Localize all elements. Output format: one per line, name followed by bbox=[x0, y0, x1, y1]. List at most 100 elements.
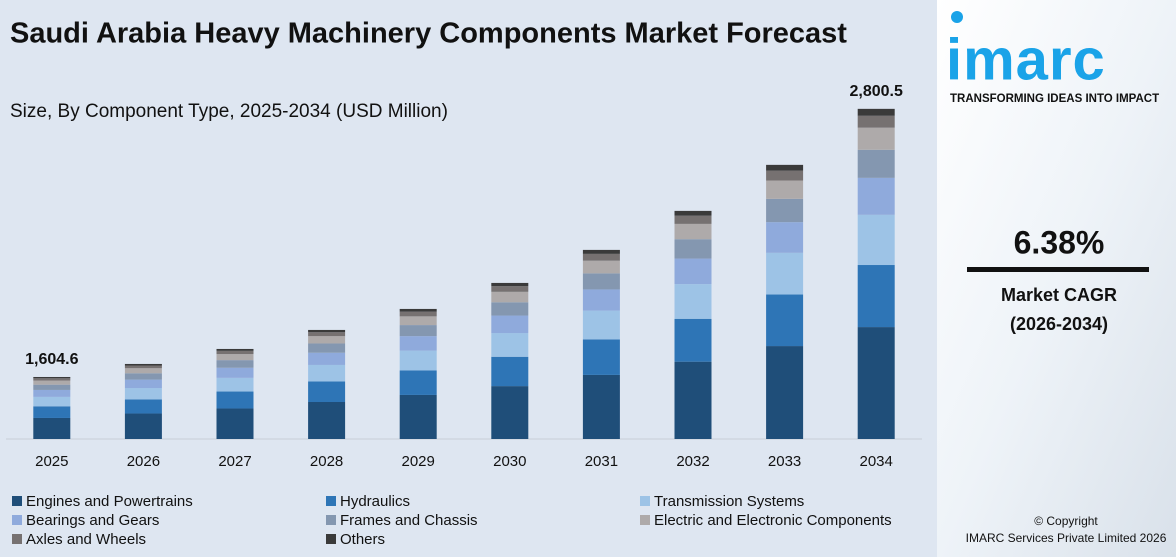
bar-segment bbox=[308, 329, 346, 333]
legend-label: Axles and Wheels bbox=[26, 531, 146, 548]
bar-segment bbox=[674, 361, 712, 439]
bar-segment bbox=[216, 377, 254, 392]
total-label: 2,800.5 bbox=[850, 83, 903, 100]
x-tick-label: 2025 bbox=[35, 453, 68, 470]
bar-segment bbox=[216, 367, 254, 378]
bar-segment bbox=[766, 222, 804, 253]
x-tick-label: 2028 bbox=[310, 453, 343, 470]
total-label: 1,604.6 bbox=[25, 351, 78, 368]
sidebar-background bbox=[937, 0, 1176, 557]
bar-segment bbox=[308, 364, 346, 382]
bar-segment bbox=[857, 214, 895, 266]
x-tick-label: 2034 bbox=[860, 453, 893, 470]
bar-segment bbox=[766, 198, 804, 223]
logo-dot bbox=[951, 11, 963, 23]
x-tick-label: 2027 bbox=[218, 453, 251, 470]
bar-segment bbox=[216, 348, 254, 351]
x-tick-label: 2030 bbox=[493, 453, 526, 470]
bar-segment bbox=[124, 368, 162, 374]
bar-segment bbox=[399, 311, 437, 317]
bar-segment bbox=[216, 354, 254, 361]
bar-segment bbox=[399, 336, 437, 351]
legend-swatch bbox=[12, 515, 22, 525]
legend-label: Frames and Chassis bbox=[340, 512, 478, 529]
bar-segment bbox=[491, 356, 529, 387]
legend-swatch bbox=[326, 534, 336, 544]
bar-segment bbox=[33, 406, 71, 418]
logo: imarc bbox=[946, 27, 1106, 92]
bar-segment bbox=[308, 336, 346, 344]
bar-segment bbox=[399, 394, 437, 439]
copyright: © Copyright bbox=[1034, 514, 1098, 528]
bar-segment bbox=[216, 391, 254, 409]
bar-segment bbox=[399, 316, 437, 326]
bar-segment bbox=[216, 350, 254, 355]
x-tick-label: 2029 bbox=[402, 453, 435, 470]
bar-segment bbox=[33, 389, 71, 397]
chart-subtitle: Size, By Component Type, 2025-2034 (USD … bbox=[10, 101, 448, 122]
bar-segment bbox=[124, 379, 162, 389]
bar-segment bbox=[766, 170, 804, 181]
bar-segment bbox=[399, 350, 437, 371]
legend-swatch bbox=[12, 496, 22, 506]
bar-segment bbox=[857, 127, 895, 150]
tagline: TRANSFORMING IDEAS INTO IMPACT bbox=[950, 93, 1159, 105]
bar-segment bbox=[491, 282, 529, 287]
bar-segment bbox=[308, 402, 346, 439]
bar-segment bbox=[582, 374, 620, 439]
bar-segment bbox=[766, 346, 804, 439]
cagr-value: 6.38% bbox=[1014, 224, 1105, 260]
bar-segment bbox=[399, 370, 437, 395]
legend-swatch bbox=[326, 496, 336, 506]
bar-segment bbox=[674, 215, 712, 224]
bar-segment bbox=[124, 399, 162, 414]
bar-segment bbox=[308, 352, 346, 365]
legend-swatch bbox=[12, 534, 22, 544]
legend-label: Hydraulics bbox=[340, 493, 410, 510]
bar-segment bbox=[857, 149, 895, 178]
bar-segment bbox=[674, 210, 712, 216]
bar-segment bbox=[491, 286, 529, 292]
x-tick-label: 2026 bbox=[127, 453, 160, 470]
bar-segment bbox=[582, 249, 620, 254]
bar-segment bbox=[582, 339, 620, 375]
bar-segment bbox=[33, 396, 71, 407]
bar-segment bbox=[857, 265, 895, 328]
bar-segment bbox=[124, 373, 162, 380]
bar-segment bbox=[766, 164, 804, 171]
bar-segment bbox=[124, 413, 162, 439]
bar-segment bbox=[674, 223, 712, 240]
bar-segment bbox=[582, 310, 620, 340]
legend-label: Transmission Systems bbox=[654, 493, 804, 510]
cagr-label: Market CAGR bbox=[1001, 285, 1117, 305]
bar-segment bbox=[216, 360, 254, 368]
cagr-divider bbox=[967, 267, 1149, 272]
legend-label: Engines and Powertrains bbox=[26, 493, 193, 510]
bar-segment bbox=[766, 180, 804, 199]
bar-segment bbox=[33, 384, 71, 390]
cagr-period: (2026-2034) bbox=[1010, 314, 1108, 334]
chart-title: Saudi Arabia Heavy Machinery Components … bbox=[10, 18, 847, 50]
bar-segment bbox=[582, 253, 620, 261]
bar-segment bbox=[33, 417, 71, 439]
bar-segment bbox=[674, 258, 712, 285]
bar-segment bbox=[674, 284, 712, 319]
bar-segment bbox=[857, 327, 895, 439]
bar-segment bbox=[857, 177, 895, 215]
bar-segment bbox=[582, 289, 620, 311]
bar-segment bbox=[124, 365, 162, 369]
legend-label: Others bbox=[340, 531, 385, 548]
x-tick-label: 2032 bbox=[676, 453, 709, 470]
bar-segment bbox=[124, 388, 162, 400]
bar-segment bbox=[33, 380, 71, 385]
bar-segment bbox=[857, 108, 895, 116]
bar-segment bbox=[582, 260, 620, 274]
company: IMARC Services Private Limited 2026 bbox=[966, 531, 1167, 545]
bar-segment bbox=[491, 315, 529, 334]
bar-segment bbox=[399, 308, 437, 312]
bar-segment bbox=[766, 252, 804, 295]
bar-segment bbox=[491, 302, 529, 316]
bar-segment bbox=[857, 115, 895, 128]
bar-segment bbox=[33, 376, 71, 379]
